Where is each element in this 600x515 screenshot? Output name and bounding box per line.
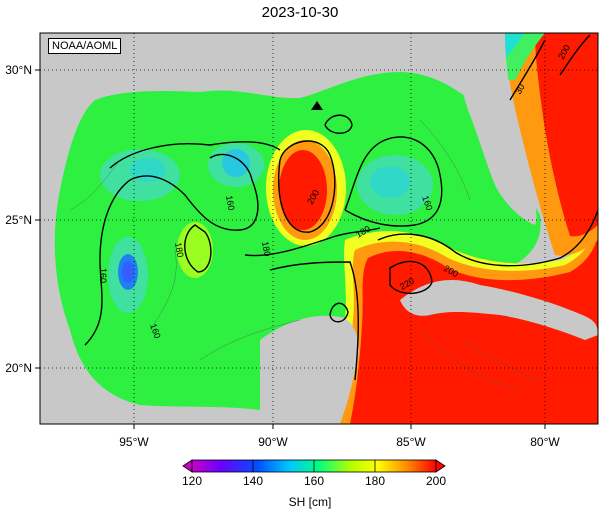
lon-tick-label: 95°W bbox=[119, 435, 149, 449]
colorbar-tick-label: 200 bbox=[425, 474, 447, 488]
cold-eddy-sw-mid bbox=[122, 261, 134, 283]
credit-label: NOAA/AOML bbox=[48, 38, 122, 54]
cold-eddy-east-core bbox=[370, 166, 410, 198]
loop-current-red bbox=[350, 230, 598, 424]
contour-label: 160 bbox=[98, 268, 108, 283]
colorbar-tick-label: 140 bbox=[242, 474, 264, 488]
contour-label: 160 bbox=[420, 194, 435, 212]
minor-contours bbox=[69, 119, 541, 391]
graticule bbox=[40, 33, 598, 424]
lat-tick-label: 30°N bbox=[5, 63, 32, 77]
triangle-marker-icon bbox=[311, 101, 323, 110]
colorbar-tick-label: 180 bbox=[364, 474, 386, 488]
contour-lines bbox=[84, 34, 598, 381]
lon-tick-label: 90°W bbox=[258, 435, 288, 449]
cold-eddy-west-core bbox=[130, 158, 166, 182]
atlantic-cyan bbox=[505, 33, 525, 58]
contour-180-mid bbox=[244, 227, 381, 257]
colorbar-tick-label: 160 bbox=[303, 474, 325, 488]
mexico-land bbox=[40, 160, 130, 424]
map-title: 2023-10-30 bbox=[261, 4, 339, 21]
contour-200-loop bbox=[377, 209, 598, 267]
contour-warm-eddy bbox=[278, 140, 336, 233]
lat-tick-label: 20°N bbox=[5, 361, 32, 375]
contour-160-west bbox=[84, 153, 259, 346]
contour-ne-small bbox=[324, 114, 353, 134]
contour-label: 180 bbox=[260, 241, 272, 258]
contour-se-small bbox=[329, 302, 349, 323]
contour-160-east bbox=[344, 136, 443, 227]
lat-tick-label: 25°N bbox=[5, 213, 32, 227]
gulf-stream-red bbox=[535, 33, 598, 237]
contour-label: 160 bbox=[224, 195, 236, 212]
yucatan-land bbox=[260, 315, 359, 424]
colorbar-high-arrow bbox=[435, 459, 446, 473]
map-panel bbox=[40, 33, 598, 424]
lon-tick-label: 80°W bbox=[530, 435, 560, 449]
map-frame bbox=[39, 32, 599, 425]
warm-eddy-red bbox=[279, 150, 327, 230]
contour-180-lower bbox=[269, 261, 359, 381]
cold-eddy-north-core bbox=[222, 149, 250, 177]
colorbar bbox=[182, 459, 446, 473]
florida-land bbox=[455, 33, 537, 225]
cuba-land bbox=[400, 280, 598, 340]
us-coast bbox=[40, 33, 505, 160]
colorbar-low-arrow bbox=[182, 459, 193, 473]
contour-gulfstream-2 bbox=[559, 34, 591, 76]
colorbar-label: SH [cm] bbox=[288, 495, 332, 509]
contour-220 bbox=[389, 260, 433, 294]
contour-180-eddy bbox=[184, 224, 212, 273]
contour-label: 30 bbox=[513, 82, 527, 96]
contour-160-north bbox=[109, 141, 281, 169]
colorbar-tick-label: 120 bbox=[181, 474, 203, 488]
axis-ticks bbox=[35, 69, 546, 429]
contour-label: 180 bbox=[173, 242, 185, 259]
lon-tick-label: 85°W bbox=[396, 435, 426, 449]
contour-label: 160 bbox=[148, 322, 163, 340]
